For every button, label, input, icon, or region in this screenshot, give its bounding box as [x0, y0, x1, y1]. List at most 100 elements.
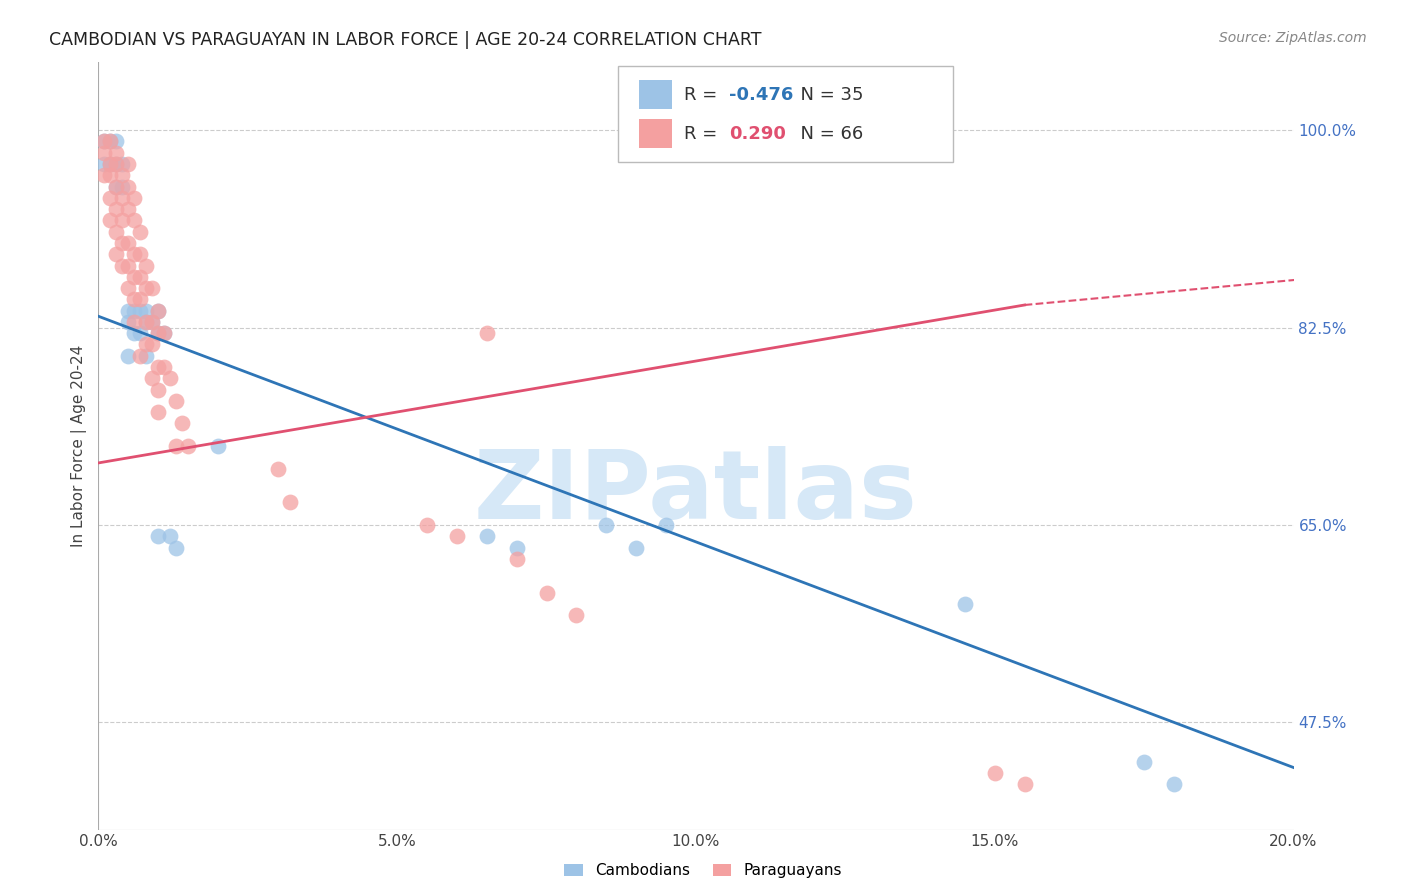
- Point: [446, 529, 468, 543]
- Point: [416, 518, 439, 533]
- Point: [148, 529, 170, 543]
- Point: [159, 529, 181, 543]
- Point: [93, 135, 115, 149]
- Point: [111, 157, 134, 171]
- Point: [129, 269, 152, 284]
- Point: [105, 135, 128, 149]
- Point: [124, 269, 146, 284]
- Point: [129, 225, 152, 239]
- Text: CAMBODIAN VS PARAGUAYAN IN LABOR FORCE | AGE 20-24 CORRELATION CHART: CAMBODIAN VS PARAGUAYAN IN LABOR FORCE |…: [49, 31, 762, 49]
- Point: [475, 326, 498, 341]
- Text: ZIPatlas: ZIPatlas: [474, 445, 918, 539]
- Point: [565, 608, 588, 623]
- Point: [165, 393, 187, 408]
- Point: [105, 145, 128, 160]
- Point: [111, 179, 134, 194]
- Point: [117, 157, 139, 171]
- Point: [98, 168, 122, 182]
- Point: [105, 157, 128, 171]
- Point: [117, 281, 139, 295]
- Point: [135, 315, 157, 329]
- Point: [165, 541, 187, 555]
- Point: [1133, 755, 1156, 769]
- Point: [129, 349, 152, 363]
- Point: [105, 179, 128, 194]
- Point: [267, 461, 290, 475]
- Y-axis label: In Labor Force | Age 20-24: In Labor Force | Age 20-24: [72, 345, 87, 547]
- Point: [655, 518, 678, 533]
- Point: [93, 157, 115, 171]
- Text: Source: ZipAtlas.com: Source: ZipAtlas.com: [1219, 31, 1367, 45]
- Point: [148, 303, 170, 318]
- Point: [117, 259, 139, 273]
- Point: [153, 326, 176, 341]
- Point: [135, 315, 157, 329]
- Point: [129, 293, 152, 307]
- Point: [124, 293, 146, 307]
- Point: [984, 766, 1007, 780]
- Point: [111, 259, 134, 273]
- Point: [111, 213, 134, 227]
- Point: [141, 371, 163, 385]
- Point: [117, 235, 139, 250]
- Point: [135, 349, 157, 363]
- Legend: Cambodians, Paraguayans: Cambodians, Paraguayans: [558, 857, 848, 884]
- Point: [153, 326, 176, 341]
- Point: [98, 157, 122, 171]
- Point: [953, 597, 976, 611]
- Point: [98, 135, 122, 149]
- Point: [153, 359, 176, 374]
- Point: [124, 191, 146, 205]
- Point: [124, 213, 146, 227]
- Point: [124, 315, 146, 329]
- Point: [117, 349, 139, 363]
- Point: [1014, 777, 1036, 791]
- Point: [165, 439, 187, 453]
- Text: -0.476: -0.476: [730, 86, 794, 103]
- Point: [105, 179, 128, 194]
- Point: [111, 191, 134, 205]
- Point: [117, 202, 139, 216]
- Point: [129, 247, 152, 261]
- Point: [111, 168, 134, 182]
- Point: [207, 439, 229, 453]
- FancyBboxPatch shape: [619, 66, 953, 162]
- FancyBboxPatch shape: [638, 80, 672, 110]
- Text: R =: R =: [685, 125, 728, 143]
- Point: [105, 202, 128, 216]
- Point: [475, 529, 498, 543]
- Point: [141, 315, 163, 329]
- Point: [626, 541, 648, 555]
- Point: [141, 281, 163, 295]
- Point: [117, 179, 139, 194]
- Point: [148, 359, 170, 374]
- Point: [536, 585, 558, 599]
- Point: [105, 247, 128, 261]
- Point: [135, 303, 157, 318]
- Point: [148, 383, 170, 397]
- Point: [117, 315, 139, 329]
- Point: [135, 337, 157, 351]
- Point: [129, 326, 152, 341]
- FancyBboxPatch shape: [638, 119, 672, 148]
- Point: [595, 518, 617, 533]
- Point: [117, 303, 139, 318]
- Text: 0.290: 0.290: [730, 125, 786, 143]
- Text: N = 66: N = 66: [789, 125, 863, 143]
- Point: [177, 439, 200, 453]
- Point: [159, 371, 181, 385]
- Point: [278, 495, 301, 509]
- Text: N = 35: N = 35: [789, 86, 863, 103]
- Point: [105, 225, 128, 239]
- Point: [141, 315, 163, 329]
- Point: [1163, 777, 1185, 791]
- Point: [148, 303, 170, 318]
- Point: [98, 135, 122, 149]
- Point: [148, 326, 170, 341]
- Point: [93, 145, 115, 160]
- Point: [124, 303, 146, 318]
- Point: [506, 551, 529, 566]
- Point: [93, 168, 115, 182]
- Point: [135, 281, 157, 295]
- Point: [148, 405, 170, 419]
